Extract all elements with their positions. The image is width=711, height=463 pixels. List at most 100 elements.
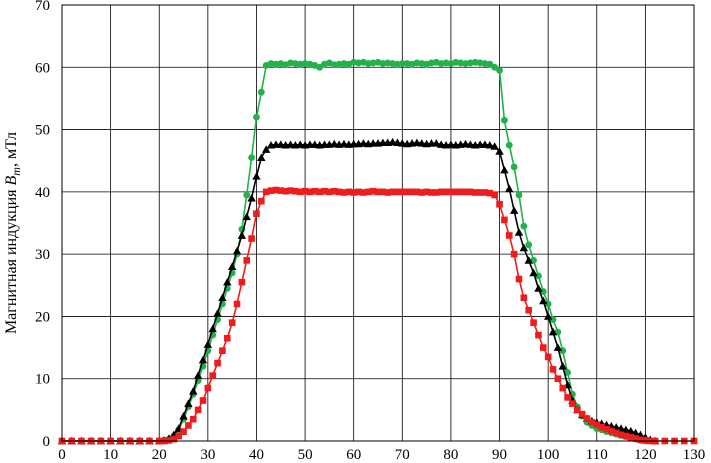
data-point [335, 188, 343, 196]
data-point [208, 324, 217, 333]
data-point [292, 187, 299, 195]
data-point [209, 372, 217, 379]
data-point [544, 353, 552, 361]
data-point [535, 331, 542, 339]
data-point [457, 188, 464, 196]
data-point [253, 113, 260, 121]
data-point [524, 256, 533, 264]
data-point [261, 145, 271, 153]
data-point [543, 312, 553, 320]
x-tick-label: 10 [103, 447, 118, 463]
data-point [505, 184, 514, 193]
data-point [232, 246, 242, 255]
data-point [583, 415, 591, 422]
data-point [330, 187, 338, 195]
series-layer [57, 58, 698, 445]
data-point [603, 425, 610, 433]
data-point [184, 399, 193, 407]
data-point [548, 327, 558, 336]
y-tick-label: 70 [35, 0, 50, 14]
data-point [539, 296, 548, 305]
data-point [374, 188, 382, 196]
data-point [360, 189, 367, 196]
data-point [218, 293, 227, 302]
plot-frame [61, 4, 695, 442]
data-point [486, 60, 494, 68]
data-point [180, 428, 187, 435]
data-point [442, 188, 450, 196]
data-point [627, 433, 635, 441]
x-tick-label: 60 [346, 447, 361, 463]
data-point [316, 63, 324, 71]
y-tick-label: 40 [35, 185, 50, 201]
data-point [519, 243, 529, 252]
data-point [258, 197, 265, 205]
data-point [578, 410, 586, 418]
x-tick-label: 70 [395, 447, 410, 463]
data-point [203, 340, 213, 348]
data-point [248, 235, 255, 242]
data-point [510, 163, 518, 171]
data-point [621, 425, 631, 434]
data-point [219, 347, 226, 354]
tick-labels: 0 10 20 30 40 50 60 70 80 90 100 110 120 130 0 10 20 30 40… [35, 0, 705, 463]
data-point [539, 288, 547, 295]
x-tick-label: 20 [152, 447, 167, 463]
data-point [428, 189, 435, 196]
data-point [185, 422, 192, 429]
data-point [622, 432, 630, 440]
data-point [204, 384, 212, 392]
data-point [228, 319, 236, 326]
data-point [559, 384, 567, 392]
data-point [247, 193, 256, 202]
data-point [433, 189, 440, 196]
data-point [544, 300, 552, 308]
data-point [539, 344, 547, 351]
data-point [398, 60, 406, 67]
data-point [467, 188, 474, 196]
data-point [267, 187, 275, 194]
data-point [213, 309, 222, 317]
x-tick-label: 40 [249, 447, 264, 463]
data-point [495, 147, 504, 155]
data-point [612, 429, 620, 437]
data-point [418, 189, 426, 196]
x-tick-label: 50 [298, 447, 313, 463]
data-point [243, 191, 251, 199]
data-point [321, 187, 328, 195]
data-point [505, 141, 513, 149]
y-axis-title: Магнитная индукция Bm, мТл [3, 132, 23, 334]
data-point [534, 284, 543, 292]
data-point [242, 212, 251, 221]
data-point [505, 232, 513, 239]
data-point [637, 436, 644, 444]
axes [61, 4, 695, 442]
data-point [272, 186, 280, 194]
data-point [553, 343, 563, 351]
y-tick-label: 60 [35, 60, 50, 76]
y-axis-title-symbol: B [3, 175, 20, 185]
data-point [509, 206, 519, 214]
data-point [198, 355, 208, 364]
data-point [501, 216, 508, 224]
data-point [326, 188, 333, 196]
data-point [520, 222, 528, 230]
data-point [432, 139, 441, 147]
data-point [345, 188, 353, 196]
data-point [253, 210, 260, 217]
x-tick-label: 90 [492, 447, 507, 463]
data-point [588, 419, 596, 426]
data-point [189, 415, 197, 423]
data-point [423, 188, 430, 196]
data-point [408, 188, 416, 196]
data-point [452, 188, 460, 196]
data-point [481, 189, 489, 196]
data-point [598, 423, 605, 431]
data-point [262, 188, 270, 196]
y-tick-label: 0 [43, 434, 51, 450]
data-point [175, 432, 182, 440]
data-point [301, 187, 309, 195]
data-point [227, 262, 237, 270]
x-tick-label: 100 [537, 447, 560, 463]
